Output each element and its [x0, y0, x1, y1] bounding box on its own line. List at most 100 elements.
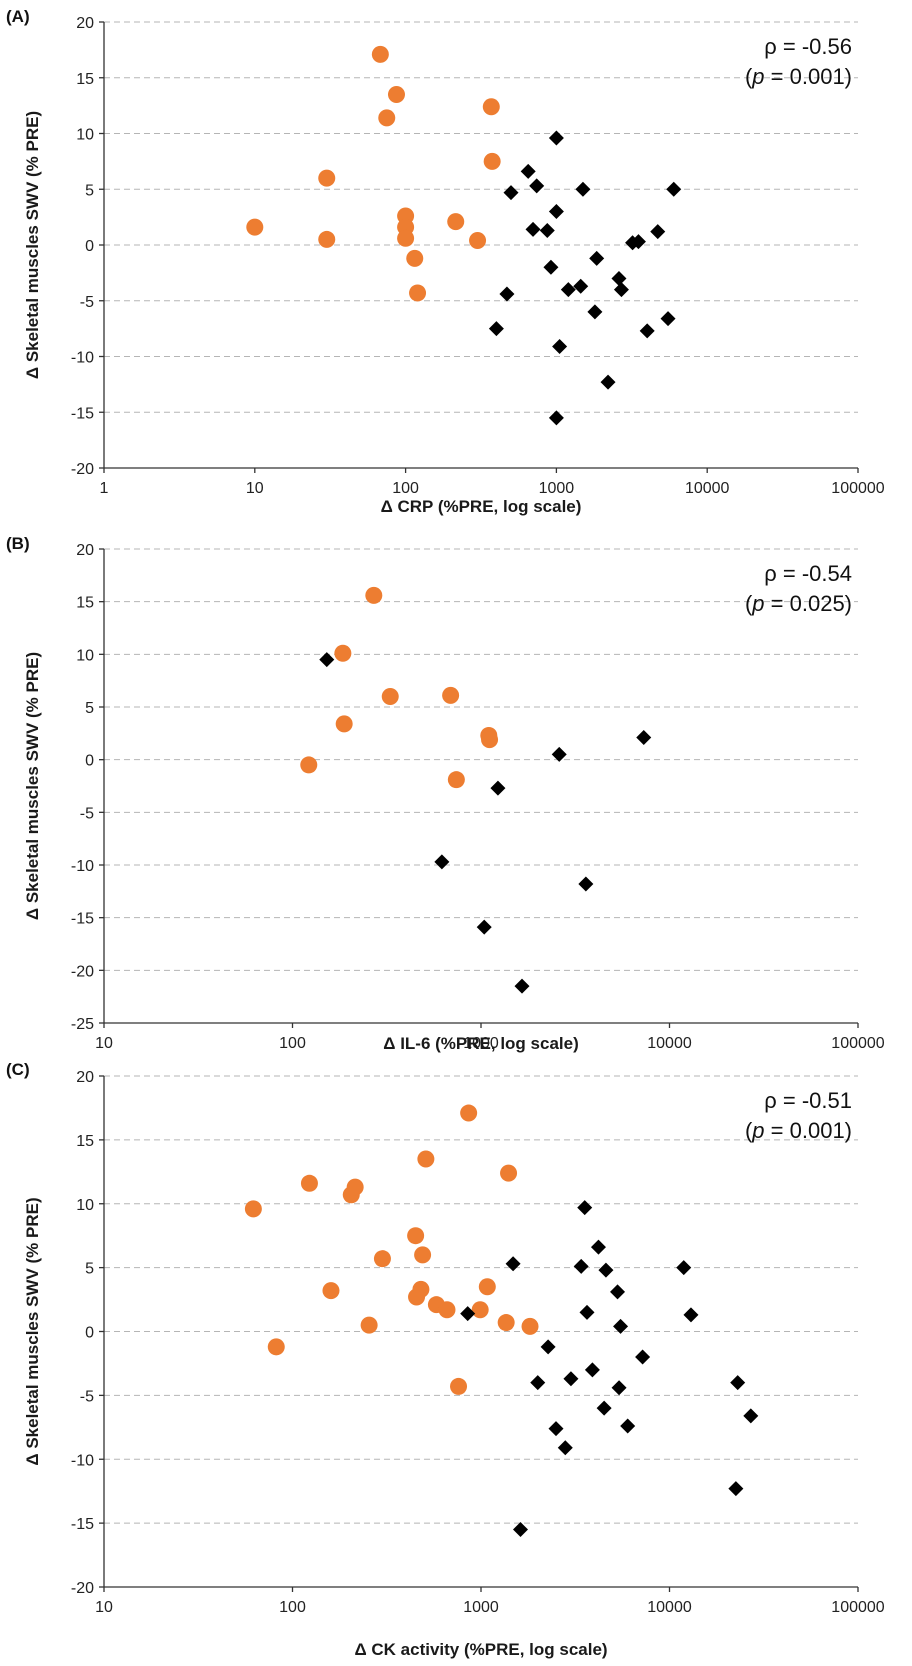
black-diamond-point: [529, 178, 545, 194]
orange-circle-point: [406, 249, 424, 267]
y-tick-label: -25: [71, 1016, 94, 1033]
orange-circle-point: [482, 98, 500, 116]
orange-circle-point: [521, 1317, 539, 1335]
x-tick-label: 100000: [831, 1035, 884, 1052]
panel-b: (B) 20 15 10 5 0 -5 -10 -15 -20 -25 10 100 1000 10000 1…: [0, 527, 912, 1053]
orange-circle-point: [450, 1377, 468, 1395]
black-diamond-point: [557, 1440, 573, 1456]
black-diamond-point: [563, 1371, 579, 1387]
y-tick-label: -20: [71, 1580, 94, 1597]
black-diamond-point: [743, 1408, 759, 1424]
x-tick-label: 1: [100, 480, 109, 497]
black-diamond-point: [499, 286, 515, 302]
black-diamond-point: [548, 130, 564, 146]
y-tick-label: -15: [71, 911, 94, 928]
orange-circle-point: [322, 1282, 340, 1300]
orange-circle-point: [483, 152, 501, 170]
y-tick-label: -5: [80, 294, 94, 311]
y-tick-label: 20: [76, 15, 94, 32]
black-diamond-point: [636, 730, 652, 746]
orange-circle-point: [438, 1301, 456, 1319]
x-tick-label: 1000: [463, 1035, 499, 1052]
black-diamond-point: [584, 1362, 600, 1378]
black-diamond-point: [575, 181, 591, 197]
x-tick-label: 10: [95, 1599, 113, 1616]
black-diamond-point: [460, 1306, 476, 1322]
black-diamond-point: [676, 1260, 692, 1276]
p-symbol: p: [751, 591, 764, 616]
black-diamond-point: [635, 1349, 651, 1365]
orange-circle-point: [407, 1227, 425, 1245]
orange-circle-point: [460, 1104, 478, 1122]
black-diamond-point: [639, 323, 655, 339]
black-diamond-point: [548, 204, 564, 220]
black-diamond-point: [434, 854, 450, 870]
black-diamond-point: [319, 652, 335, 668]
orange-circle-point: [412, 1280, 430, 1298]
p-symbol: p: [751, 1118, 764, 1143]
black-diamond-point: [610, 1284, 626, 1300]
y-tick-label: -5: [80, 805, 94, 822]
black-diamond-point: [611, 1380, 627, 1396]
black-diamond-point: [666, 181, 682, 197]
x-tick-label: 100000: [831, 1599, 884, 1616]
x-tick-label: 10000: [647, 1599, 692, 1616]
black-diamond-point: [505, 1256, 521, 1272]
orange-circle-point: [471, 1301, 489, 1319]
y-tick-label: 10: [76, 127, 94, 144]
x-tick-label: 100: [392, 480, 419, 497]
panel-label: (B): [6, 534, 30, 553]
black-diamond-point: [548, 1421, 564, 1437]
orange-circle-point: [387, 85, 405, 103]
black-diamond-point: [476, 919, 492, 935]
panel-a: (A) 20 15 10 5 0 -5 -10 -15 -20 1 10 100 1000 10000 100…: [0, 0, 912, 522]
y-tick-label: 5: [85, 182, 94, 199]
x-tick-label: 100000: [831, 480, 884, 497]
orange-circle-point: [442, 686, 460, 704]
orange-circle-point: [397, 229, 415, 247]
x-axis-title: Δ IL-6 (%PRE, log scale): [383, 1034, 578, 1053]
y-tick-label: -5: [80, 1388, 94, 1405]
y-tick-label: 20: [76, 542, 94, 559]
x-axis-title: Δ CRP (%PRE, log scale): [381, 497, 582, 516]
y-tick-label: 0: [85, 753, 94, 770]
orange-circle-point: [365, 586, 383, 604]
p-value: = 0.025): [765, 591, 852, 616]
p-symbol: p: [751, 64, 764, 89]
x-tick-label: 10: [95, 1035, 113, 1052]
black-diamond-point: [660, 311, 676, 327]
black-diamond-point: [587, 304, 603, 320]
x-tick-label: 10000: [647, 1035, 692, 1052]
rho-annotation: ρ = -0.51: [764, 1088, 852, 1113]
orange-circle-point: [447, 771, 465, 789]
y-tick-label: -10: [71, 858, 94, 875]
orange-circle-point: [481, 731, 499, 749]
black-diamond-point: [589, 250, 605, 266]
orange-circle-point: [300, 756, 318, 774]
x-tick-label: 10: [246, 480, 264, 497]
black-diamond-point: [590, 1239, 606, 1255]
y-tick-label: -20: [71, 461, 94, 478]
orange-circle-point: [346, 1178, 364, 1196]
orange-circle-point: [244, 1200, 262, 1218]
black-diamond-point: [613, 1318, 629, 1334]
y-tick-label: 5: [85, 700, 94, 717]
orange-circle-point: [246, 218, 264, 236]
black-diamond-point: [630, 234, 646, 250]
y-tick-label: -20: [71, 963, 94, 980]
p-value: = 0.001): [765, 1118, 852, 1143]
x-tick-label: 100: [279, 1599, 306, 1616]
orange-circle-point: [373, 1250, 391, 1268]
orange-circle-point: [378, 109, 396, 127]
orange-circle-point: [334, 644, 352, 662]
black-diamond-point: [579, 1304, 595, 1320]
panel-c: (C) 20 15 10 5 0 -5 -10 -15 -20 10 100 1000 10000 1000…: [0, 1053, 912, 1666]
orange-circle-point: [335, 715, 353, 733]
p-open-paren: (: [745, 1118, 753, 1143]
y-tick-label: 5: [85, 1261, 94, 1278]
black-diamond-point: [577, 1200, 593, 1216]
black-diamond-point: [613, 282, 629, 298]
y-axis-title: Δ Skeletal muscles SWV (% PRE): [23, 652, 42, 920]
